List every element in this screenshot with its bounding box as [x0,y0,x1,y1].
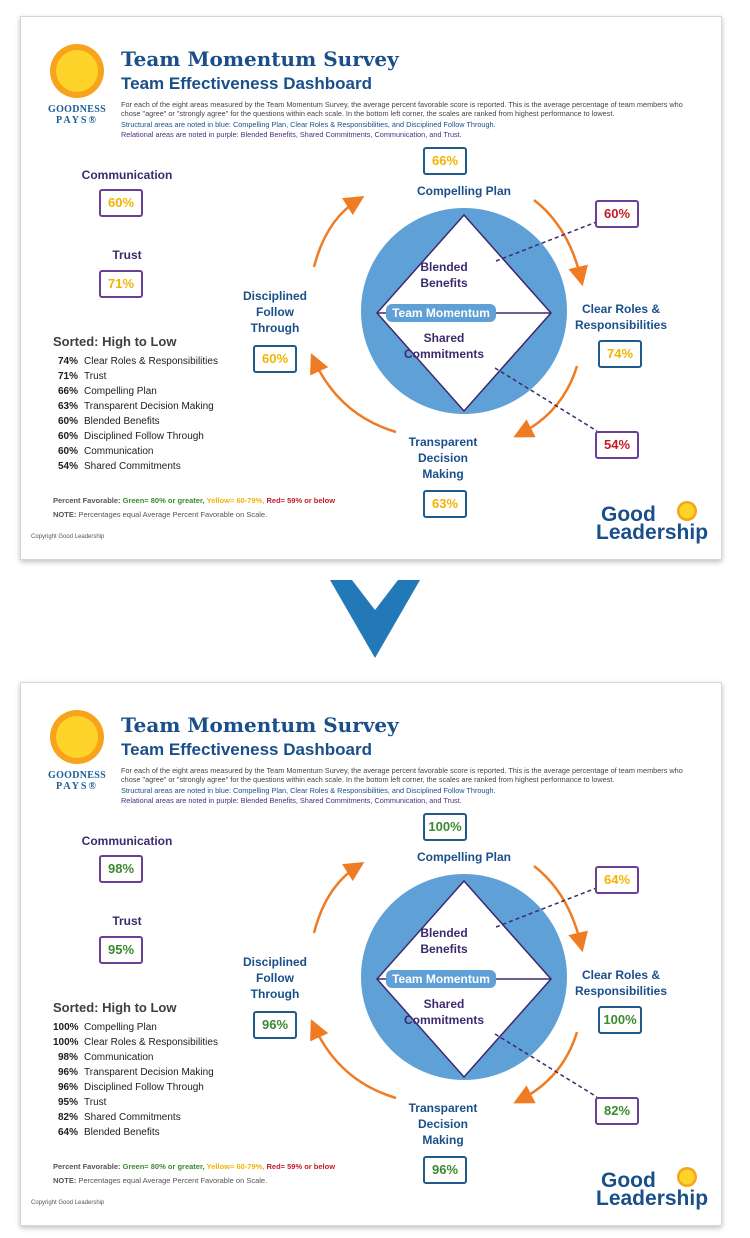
arrow-bottom-left [310,353,397,434]
list-item: 100% Clear Roles & Responsibilities [53,1037,218,1048]
description: For each of the eight areas measured by … [121,766,683,785]
compelling-plan-label: Compelling Plan [416,184,511,198]
arrow-top-left [312,862,365,934]
center-label: Team Momentum [392,972,490,986]
compelling-plan-score: 100% [423,813,467,841]
disciplined-score: 96% [253,1011,297,1039]
communication-label: Communication [81,834,173,848]
brand-goodness: GOODNESS [48,104,106,115]
sorted-list: 100% Compelling Plan 100% Clear Roles & Re… [53,1020,218,1140]
center-pill [386,304,496,322]
trust-score: 95% [99,936,143,964]
color-legend: Percent Favorable: Green= 80% or greater… [53,496,336,505]
list-item: 96% Disciplined Follow Through [57,1082,204,1093]
structural-note: Structural areas are noted in blue: Comp… [121,120,496,129]
good-leadership-logo-good: Good [601,1169,656,1192]
list-item: 60% Communication [57,446,154,457]
trust-label: Trust [112,248,142,262]
list-item: 63% Transparent Decision Making [57,401,214,412]
blended-connector [495,886,600,928]
disciplined-score: 60% [253,345,297,373]
good-leadership-logo-leadership: Leadership [596,1187,709,1210]
disciplined-label: Disciplined Follow Through [242,289,307,335]
relational-note: Relational areas are noted in purple: Bl… [121,796,462,805]
transparent-score: 63% [423,490,467,518]
list-item: 64% Blended Benefits [57,1127,160,1138]
compelling-plan-label: Compelling Plan [416,850,511,864]
dashboard-after: GOODNESS PAYS® Team Momentum Survey Team… [20,682,722,1226]
blended-label: Blended Benefits [420,260,468,290]
list-item: 95% Trust [57,1097,107,1108]
arrow-top-right [533,199,588,287]
blended-connector [495,220,600,262]
diagram-graphics [50,44,697,521]
page-subtitle: Team Effectiveness Dashboard [121,74,372,93]
shared-connector [494,1033,598,1098]
list-item: 54% Shared Commitments [57,461,181,472]
page-title: Team Momentum Survey [121,47,399,71]
dashboard-before: GOODNESS PAYS® Team Momentum Survey Team… [20,16,722,560]
communication-label: Communication [81,168,173,182]
shared-score: 54% [595,431,639,459]
list-item: 60% Blended Benefits [57,416,160,427]
transparent-label: Transparent Decision Making [408,1101,478,1147]
list-item: 71% Trust [57,371,107,382]
shared-score: 82% [595,1097,639,1125]
sorted-title: Sorted: High to Low [53,334,177,349]
center-label: Team Momentum [392,306,490,320]
list-item: 98% Communication [57,1052,154,1063]
blended-score: 64% [595,866,639,894]
transparent-label: Transparent Decision Making [408,435,478,481]
arrow-top-left [312,196,365,268]
shared-label: Shared Commitments [403,331,484,361]
clear-roles-score: 100% [598,1006,642,1034]
list-item: 96% Transparent Decision Making [57,1067,214,1078]
list-item: 74% Clear Roles & Responsibilities [57,356,218,367]
trust-label: Trust [112,914,142,928]
page-title: Team Momentum Survey [121,713,399,737]
good-leadership-logo-leadership: Leadership [596,521,709,544]
blended-label: Blended Benefits [420,926,468,956]
diagram-graphics [50,710,697,1187]
compelling-plan-score: 66% [423,147,467,175]
shared-label: Shared Commitments [403,997,484,1027]
page-subtitle: Team Effectiveness Dashboard [121,740,372,759]
structural-note: Structural areas are noted in blue: Comp… [121,786,496,795]
clear-roles-score: 74% [598,340,642,368]
center-pill [386,970,496,988]
chevron-down-icon [330,580,420,658]
blended-score: 60% [595,200,639,228]
trust-score: 71% [99,270,143,298]
arrow-bottom-left [310,1019,397,1100]
communication-score: 98% [99,855,143,883]
brand-pays: PAYS® [56,781,98,792]
color-legend: Percent Favorable: Green= 80% or greater… [53,1162,336,1171]
note: NOTE: Percentages equal Average Percent … [53,1176,268,1185]
brand-goodness: GOODNESS [48,770,106,781]
list-item: 100% Compelling Plan [53,1022,157,1033]
list-item: 66% Compelling Plan [57,386,157,397]
disciplined-label: Disciplined Follow Through [242,955,307,1001]
list-item: 82% Shared Commitments [57,1112,181,1123]
description: For each of the eight areas measured by … [121,100,683,119]
communication-score: 60% [99,189,143,217]
list-item: 60% Disciplined Follow Through [57,431,204,442]
arrow-top-right [533,865,588,953]
copyright: Copyright Good Leadership [31,534,105,540]
copyright: Copyright Good Leadership [31,1200,105,1206]
shared-connector [494,367,598,432]
clear-roles-label: Clear Roles & Responsibilities [574,302,668,332]
sorted-title: Sorted: High to Low [53,1000,177,1015]
sorted-list: 74% Clear Roles & Responsibilities 71% Tru… [53,354,218,474]
transparent-score: 96% [423,1156,467,1184]
good-leadership-logo-good: Good [601,503,656,526]
clear-roles-label: Clear Roles & Responsibilities [574,968,668,998]
note: NOTE: Percentages equal Average Percent … [53,510,268,519]
brand-pays: PAYS® [56,115,98,126]
relational-note: Relational areas are noted in purple: Bl… [121,130,462,139]
